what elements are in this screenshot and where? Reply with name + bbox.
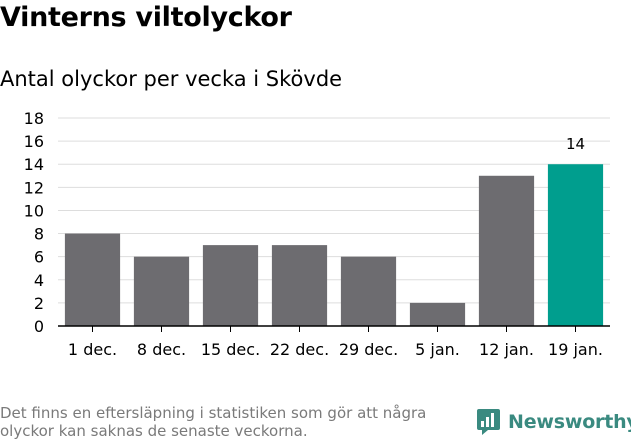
bar — [271, 245, 328, 326]
bar — [547, 164, 604, 326]
brand-logo: Newsworthy — [476, 408, 631, 436]
data-labels: 14 — [566, 135, 585, 153]
bar — [340, 256, 397, 326]
data-label: 14 — [566, 135, 585, 153]
y-tick-label: 14 — [24, 155, 44, 174]
y-tick-label: 4 — [34, 271, 44, 290]
bar — [202, 245, 259, 326]
footnote: Det finns en eftersläpning i statistiken… — [0, 404, 427, 440]
bar — [478, 175, 535, 326]
y-tick-label: 16 — [24, 132, 44, 151]
x-tick-label: 29 dec. — [339, 340, 398, 359]
brand-name: Newsworthy — [508, 411, 631, 433]
newsworthy-logo-icon — [477, 409, 500, 435]
y-tick-label: 2 — [34, 294, 44, 313]
chart-title: Vinterns viltolyckor — [0, 2, 292, 33]
y-tick-label: 0 — [34, 317, 44, 336]
x-tick-label: 8 dec. — [137, 340, 186, 359]
y-axis-ticks: 0 2 4 6 8 10 12 14 16 18 — [24, 109, 44, 336]
x-axis-ticks: 1 dec. 8 dec. 15 dec. 22 dec. 29 dec. 5 jan. 1… — [68, 326, 603, 359]
x-tick-label: 5 jan. — [415, 340, 460, 359]
y-tick-label: 10 — [24, 201, 44, 220]
x-tick-label: 19 jan. — [548, 340, 603, 359]
bar — [64, 233, 121, 326]
y-tick-label: 18 — [24, 109, 44, 128]
y-tick-label: 8 — [34, 225, 44, 244]
bar-chart: 0 2 4 6 8 10 12 14 16 18 14 1 dec. 8 dec. 15 dec. 22… — [24, 109, 610, 359]
x-tick-label: 22 dec. — [270, 340, 329, 359]
x-tick-label: 15 dec. — [201, 340, 260, 359]
x-tick-label: 12 jan. — [479, 340, 534, 359]
y-tick-label: 6 — [34, 248, 44, 267]
y-tick-label: 12 — [24, 178, 44, 197]
bar — [133, 256, 190, 326]
bar — [409, 302, 466, 326]
bars — [64, 164, 604, 326]
chart-subtitle: Antal olyckor per vecka i Skövde — [0, 67, 343, 91]
x-tick-label: 1 dec. — [68, 340, 117, 359]
